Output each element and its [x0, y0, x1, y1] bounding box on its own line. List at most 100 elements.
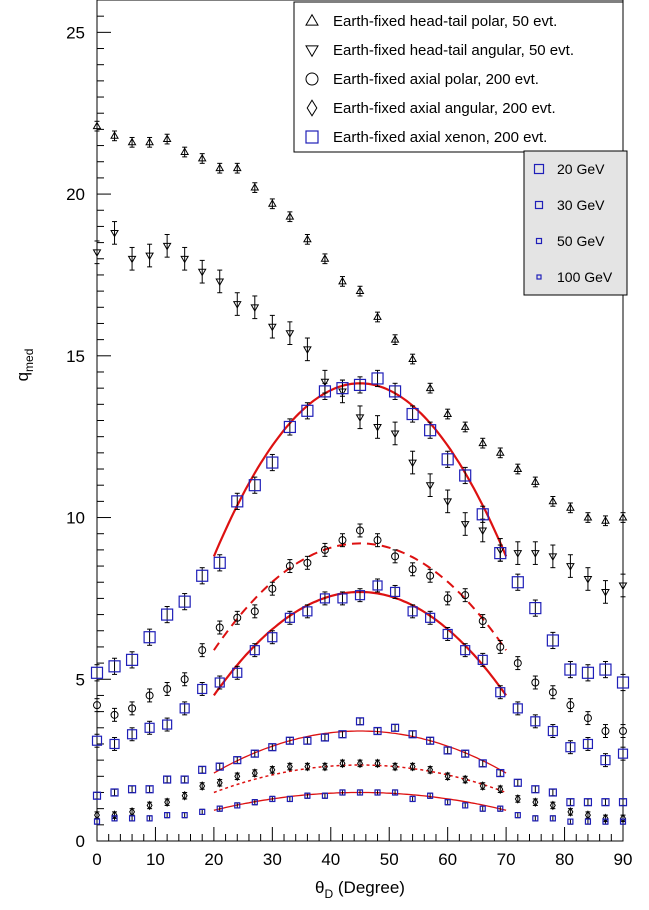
x-tick-label: 40 — [321, 850, 340, 869]
data-point — [234, 771, 241, 782]
x-tick-label: 50 — [380, 850, 399, 869]
data-point — [373, 312, 382, 320]
fit-curve — [213, 590, 507, 697]
data-point — [197, 153, 207, 162]
legend-main-label: Earth-fixed head-tail polar, 50 evt. — [333, 13, 557, 30]
data-point — [616, 676, 630, 689]
data-point — [286, 761, 293, 772]
x-tick-label: 90 — [614, 850, 633, 869]
data-point — [567, 818, 574, 825]
data-point — [583, 714, 592, 723]
data-point — [283, 420, 296, 434]
data-point — [567, 807, 574, 817]
data-point — [353, 378, 367, 392]
data-point — [250, 304, 260, 312]
data-point — [565, 742, 576, 753]
data-point — [531, 678, 540, 687]
data-point — [494, 547, 507, 560]
data-point — [583, 576, 593, 584]
data-point — [320, 733, 330, 742]
data-point — [357, 758, 363, 769]
data-point — [583, 512, 593, 521]
x-tick-label: 30 — [263, 850, 282, 869]
data-point — [164, 797, 171, 808]
data-point — [180, 775, 189, 784]
legend-mass-label: 30 GeV — [557, 197, 605, 213]
data-point — [338, 276, 347, 285]
data-point — [162, 134, 172, 143]
x-tick-label: 0 — [92, 850, 101, 869]
data-point — [390, 723, 400, 732]
data-point — [250, 749, 259, 758]
data-point — [495, 448, 505, 456]
data-point — [566, 563, 575, 571]
y-axis-label: qmed — [13, 349, 36, 382]
data-point — [425, 482, 435, 490]
data-point — [180, 147, 190, 155]
data-point — [497, 805, 504, 812]
data-point — [303, 736, 312, 745]
legend-main-label: Earth-fixed axial polar, 200 evt. — [333, 71, 539, 88]
data-point — [198, 765, 207, 774]
data-point — [354, 590, 366, 601]
data-point — [374, 789, 381, 796]
data-point — [145, 691, 154, 700]
data-point — [512, 703, 523, 714]
data-point — [249, 645, 260, 656]
data-point — [371, 372, 384, 385]
data-point — [443, 498, 453, 507]
data-point — [355, 414, 365, 422]
legend-mass-marker — [536, 274, 542, 280]
data-point — [426, 571, 435, 580]
data-point — [390, 334, 400, 343]
data-point — [444, 799, 451, 806]
data-point — [285, 212, 295, 220]
legend-mass-label: 50 GeV — [557, 233, 605, 249]
data-point — [304, 761, 311, 772]
axis-ticks: 0 10 20 30 40 50 60 70 80 90 0 5 10 15 20 25 — [66, 15, 633, 869]
x-axis-label-rest: (Degree) — [333, 878, 405, 897]
data-point — [250, 607, 259, 616]
data-point — [460, 521, 470, 529]
legend-mass-label: 20 GeV — [557, 161, 605, 177]
data-point — [215, 623, 224, 632]
data-point — [514, 812, 521, 819]
y-tick-label: 0 — [76, 832, 85, 851]
data-point — [442, 628, 453, 640]
y-axis-label-main: q — [13, 372, 32, 381]
data-point — [339, 758, 346, 769]
data-point — [547, 725, 558, 737]
data-point — [408, 459, 417, 468]
data-point — [478, 527, 488, 536]
data-point — [338, 536, 347, 545]
data-points — [90, 120, 630, 825]
y-axis-label-sub: med — [22, 349, 36, 372]
data-point — [532, 797, 539, 808]
data-point — [286, 795, 293, 803]
data-point — [548, 496, 558, 505]
data-point — [128, 815, 136, 822]
data-point — [618, 798, 628, 807]
data-point — [601, 588, 610, 597]
data-point — [216, 777, 223, 788]
data-point — [373, 536, 382, 545]
legend-main-marker — [305, 72, 319, 86]
data-point — [599, 663, 612, 676]
data-point — [284, 612, 295, 623]
data-point — [144, 722, 155, 733]
data-point — [251, 799, 258, 806]
data-point — [461, 591, 470, 600]
data-point — [497, 784, 504, 795]
data-point — [248, 479, 261, 492]
data-point — [406, 407, 419, 421]
data-point — [479, 781, 486, 791]
x-tick-label: 20 — [204, 850, 223, 869]
data-point — [181, 790, 188, 801]
data-point — [408, 354, 417, 362]
legend-main-label: Earth-fixed axial angular, 200 evt. — [333, 100, 556, 117]
data-point — [233, 756, 242, 765]
data-point — [232, 667, 243, 678]
data-point — [566, 503, 575, 511]
y-tick-label: 25 — [66, 23, 85, 42]
data-point — [355, 717, 365, 726]
